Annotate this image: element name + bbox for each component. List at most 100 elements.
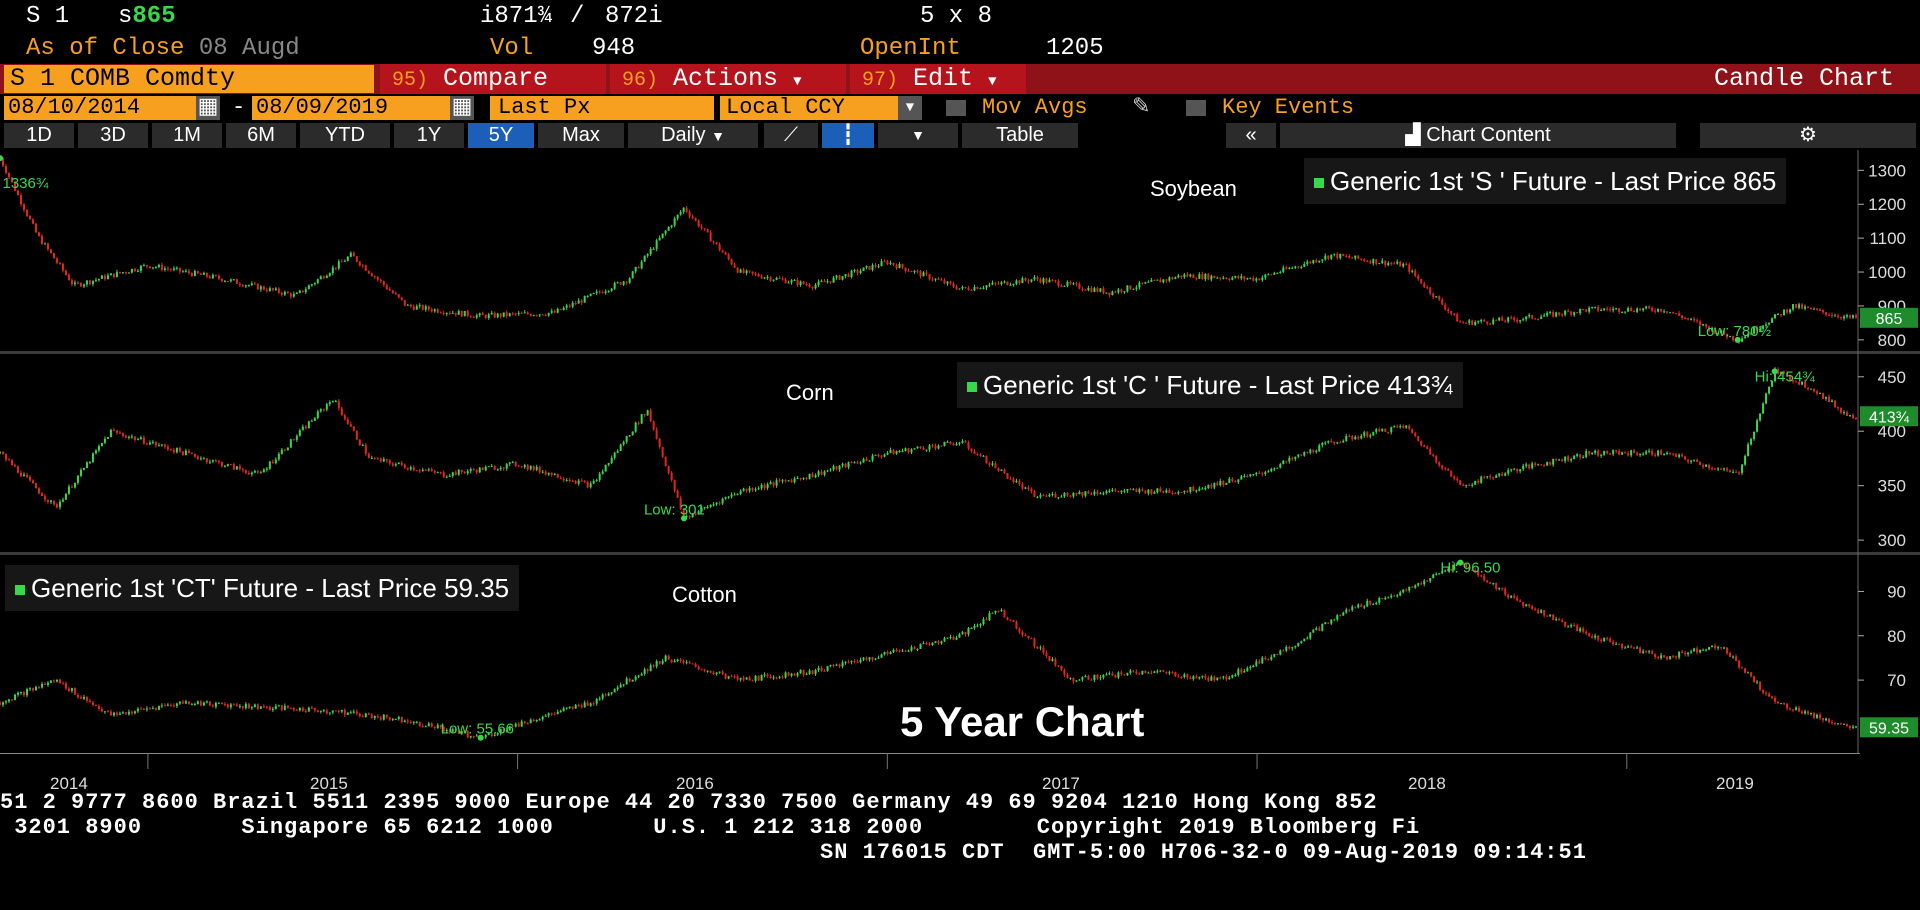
candle: [535, 315, 538, 317]
period-ytd[interactable]: YTD: [300, 123, 390, 148]
calendar-icon[interactable]: ▦: [196, 95, 220, 120]
currency-selector[interactable]: Local CCY: [720, 96, 902, 120]
candle: [1834, 722, 1837, 724]
candle: [490, 312, 493, 315]
candle: [634, 676, 637, 680]
candle: [1363, 432, 1366, 436]
period-max[interactable]: Max: [538, 123, 624, 148]
field-selector[interactable]: Last Px: [490, 96, 714, 120]
period-6m[interactable]: 6M: [226, 123, 296, 148]
candle: [415, 470, 418, 472]
candle: [691, 216, 694, 219]
candle: [469, 469, 472, 472]
period-5y[interactable]: 5Y: [468, 123, 534, 148]
security-field[interactable]: S 1 COMB Comdty: [4, 65, 374, 93]
key-events-label[interactable]: Key Events: [1222, 95, 1355, 120]
candle: [1456, 563, 1459, 565]
key-events-checkbox[interactable]: [1186, 100, 1206, 116]
mov-avgs-checkbox[interactable]: [946, 100, 966, 116]
candle: [739, 677, 742, 680]
actions-button[interactable]: 96) Actions ▼: [610, 64, 846, 94]
candle: [1831, 314, 1834, 316]
candle: [322, 409, 325, 411]
candle: [1108, 490, 1111, 492]
candle: [1222, 277, 1225, 279]
candle: [1558, 619, 1561, 621]
candle: [1627, 646, 1630, 648]
candle: [1201, 274, 1204, 280]
candle: [1582, 309, 1585, 311]
candle: [430, 309, 433, 312]
candle: [868, 657, 871, 660]
candle: [670, 472, 673, 481]
candle: [1678, 313, 1681, 316]
candle: [442, 727, 445, 732]
line-chart-icon[interactable]: ⟋: [764, 123, 818, 148]
candle: [22, 204, 25, 211]
candle: [1069, 677, 1072, 679]
candle: [1063, 285, 1066, 287]
candle: [1471, 484, 1474, 486]
chart-content-button[interactable]: ▟ Chart Content: [1280, 123, 1676, 148]
candle: [127, 272, 130, 274]
candle: [1111, 673, 1114, 676]
candle: [562, 708, 565, 711]
candle: [13, 182, 16, 191]
candle: [1552, 311, 1555, 317]
candle: [1099, 677, 1102, 679]
candle: [463, 472, 466, 474]
table-button[interactable]: Table: [962, 123, 1078, 148]
candle: [811, 473, 814, 478]
candle: [958, 634, 961, 638]
period-1m[interactable]: 1M: [152, 123, 222, 148]
candle: [1336, 253, 1339, 259]
candle: [1135, 671, 1138, 674]
candle: [1675, 656, 1678, 658]
candle: [913, 270, 916, 272]
candle: [1519, 469, 1522, 472]
candle: [1765, 324, 1768, 326]
candle: [973, 626, 976, 629]
end-date-field[interactable]: 08/09/2019: [252, 96, 452, 120]
period-1d[interactable]: 1D: [4, 123, 74, 148]
candle: [79, 469, 82, 476]
candle: [592, 480, 595, 484]
candle: [223, 704, 226, 706]
start-date-field[interactable]: 08/10/2014: [4, 96, 198, 120]
candle: [295, 435, 298, 440]
candle: [229, 464, 232, 466]
compare-button[interactable]: 95) Compare: [380, 64, 606, 94]
candle: [1108, 673, 1111, 675]
candle: [1486, 321, 1489, 324]
edit-button[interactable]: 97) Edit ▼: [850, 64, 1026, 94]
candle: [889, 449, 892, 453]
candle: [406, 304, 409, 306]
candle-chart-icon[interactable]: ┇: [822, 123, 874, 148]
candle: [754, 675, 757, 681]
double-chevron-left-icon[interactable]: «: [1226, 123, 1276, 148]
pencil-icon[interactable]: ✎: [1132, 95, 1151, 120]
period-3d[interactable]: 3D: [78, 123, 148, 148]
chevron-down-icon[interactable]: ▼: [878, 123, 958, 148]
candle: [499, 313, 502, 317]
candle: [994, 282, 997, 284]
candle: [784, 480, 787, 482]
x-axis-label: 2016: [676, 774, 714, 793]
candle: [892, 649, 895, 653]
candle: [1120, 490, 1123, 493]
candle: [424, 306, 427, 310]
panel-separator: [0, 351, 1920, 354]
candle: [151, 441, 154, 443]
mov-avgs-label[interactable]: Mov Avgs: [982, 95, 1088, 120]
candle: [988, 284, 991, 286]
candle: [1216, 482, 1219, 486]
chevron-down-icon[interactable]: ▼: [898, 96, 922, 120]
calendar-icon[interactable]: ▦: [450, 95, 474, 120]
gear-icon[interactable]: ⚙: [1700, 123, 1916, 148]
period-1y[interactable]: 1Y: [394, 123, 464, 148]
candle: [1711, 327, 1714, 331]
candle: [1522, 319, 1525, 321]
candle: [433, 726, 436, 728]
frequency-selector[interactable]: Daily ▼: [628, 123, 758, 148]
